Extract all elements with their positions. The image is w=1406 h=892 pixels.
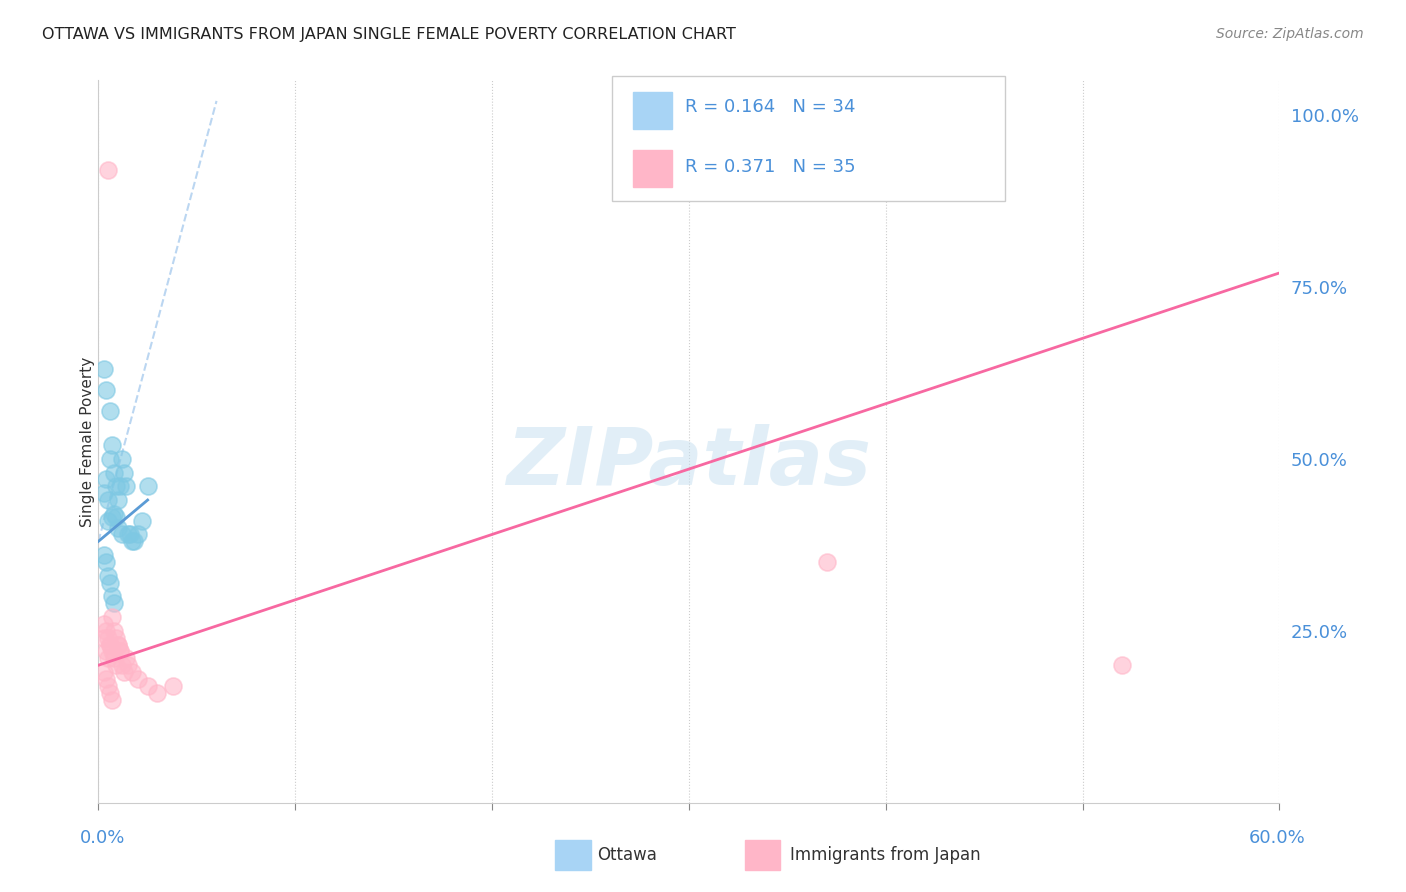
Point bbox=[98, 686, 121, 700]
Point bbox=[111, 527, 134, 541]
Point bbox=[107, 520, 129, 534]
Point bbox=[107, 638, 129, 652]
Text: ZIPatlas: ZIPatlas bbox=[506, 425, 872, 502]
Point bbox=[96, 624, 118, 638]
Point bbox=[162, 679, 184, 693]
Point bbox=[108, 479, 131, 493]
Point bbox=[121, 665, 143, 679]
Point bbox=[105, 510, 128, 524]
Y-axis label: Single Female Poverty: Single Female Poverty bbox=[80, 357, 94, 526]
Point bbox=[101, 510, 124, 524]
Point bbox=[1111, 658, 1133, 673]
Point bbox=[103, 624, 125, 638]
Point bbox=[101, 692, 124, 706]
Point bbox=[115, 479, 138, 493]
Point bbox=[93, 362, 115, 376]
Point bbox=[98, 638, 121, 652]
Point bbox=[107, 493, 129, 508]
Point bbox=[111, 658, 134, 673]
Point bbox=[101, 438, 124, 452]
Point bbox=[108, 644, 131, 658]
Point bbox=[122, 534, 145, 549]
Text: R = 0.371   N = 35: R = 0.371 N = 35 bbox=[685, 158, 855, 176]
Point bbox=[96, 555, 118, 569]
Point bbox=[127, 527, 149, 541]
Point bbox=[96, 644, 118, 658]
Point bbox=[105, 631, 128, 645]
Point bbox=[93, 548, 115, 562]
Point bbox=[101, 590, 124, 604]
Point bbox=[103, 507, 125, 521]
Point bbox=[136, 479, 159, 493]
Text: 0.0%: 0.0% bbox=[80, 829, 125, 847]
Text: Source: ZipAtlas.com: Source: ZipAtlas.com bbox=[1216, 27, 1364, 41]
Text: R = 0.164   N = 34: R = 0.164 N = 34 bbox=[685, 98, 855, 116]
Text: OTTAWA VS IMMIGRANTS FROM JAPAN SINGLE FEMALE POVERTY CORRELATION CHART: OTTAWA VS IMMIGRANTS FROM JAPAN SINGLE F… bbox=[42, 27, 737, 42]
Text: Ottawa: Ottawa bbox=[598, 847, 658, 864]
Point bbox=[103, 466, 125, 480]
Point bbox=[108, 644, 131, 658]
Point bbox=[96, 672, 118, 686]
Point bbox=[136, 679, 159, 693]
Point bbox=[97, 631, 120, 645]
Point bbox=[97, 162, 120, 177]
Point bbox=[117, 527, 139, 541]
Point bbox=[815, 555, 838, 569]
Point bbox=[118, 527, 141, 541]
Point bbox=[98, 403, 121, 417]
Point bbox=[97, 493, 120, 508]
Point bbox=[97, 514, 120, 528]
Point bbox=[93, 665, 115, 679]
Point bbox=[131, 514, 153, 528]
Point bbox=[101, 610, 124, 624]
Point bbox=[98, 638, 121, 652]
Point bbox=[103, 651, 125, 665]
Point bbox=[98, 451, 121, 466]
Point bbox=[121, 534, 143, 549]
Point bbox=[105, 658, 128, 673]
Point bbox=[112, 665, 135, 679]
Point bbox=[97, 651, 120, 665]
Point bbox=[105, 479, 128, 493]
Point bbox=[111, 451, 134, 466]
Text: 60.0%: 60.0% bbox=[1249, 829, 1305, 847]
Point bbox=[103, 596, 125, 610]
Point bbox=[96, 472, 118, 486]
Point bbox=[93, 486, 115, 500]
Point bbox=[98, 575, 121, 590]
Point bbox=[97, 568, 120, 582]
Point bbox=[93, 616, 115, 631]
Point bbox=[112, 466, 135, 480]
Point bbox=[127, 672, 149, 686]
Point bbox=[96, 383, 118, 397]
Point bbox=[93, 631, 115, 645]
Point bbox=[146, 686, 169, 700]
Text: Immigrants from Japan: Immigrants from Japan bbox=[790, 847, 981, 864]
Point bbox=[107, 638, 129, 652]
Point bbox=[117, 658, 139, 673]
Point bbox=[115, 651, 138, 665]
Point bbox=[97, 679, 120, 693]
Point bbox=[101, 644, 124, 658]
